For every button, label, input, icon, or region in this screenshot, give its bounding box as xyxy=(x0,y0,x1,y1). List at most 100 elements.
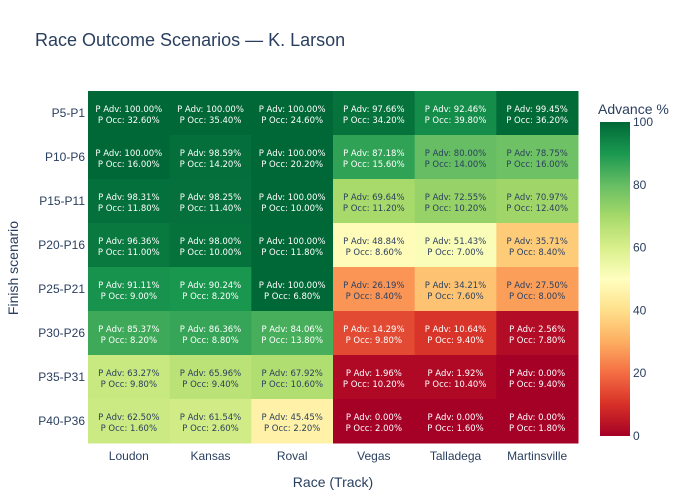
cell-label-occ: P Occ: 7.80% xyxy=(509,336,565,346)
heatmap-cell xyxy=(333,399,416,444)
cell-label-occ: P Occ: 2.60% xyxy=(182,424,238,434)
cell-label-occ: P Occ: 7.60% xyxy=(427,292,483,302)
cell-label-adv: P Adv: 86.36% xyxy=(180,325,241,335)
cell-label-occ: P Occ: 11.40% xyxy=(180,204,242,214)
cell-label-occ: P Occ: 9.40% xyxy=(509,380,565,390)
heatmap-cell xyxy=(251,223,334,268)
cell-label-adv: P Adv: 100.00% xyxy=(259,237,326,247)
cell-label-adv: P Adv: 10.64% xyxy=(425,325,486,335)
cell-label-occ: P Occ: 8.80% xyxy=(182,336,238,346)
cell-label-occ: P Occ: 9.00% xyxy=(101,292,157,302)
cell-label-adv: P Adv: 61.54% xyxy=(180,413,241,423)
cell-label-occ: P Occ: 14.20% xyxy=(180,160,242,170)
cell-label-adv: P Adv: 98.25% xyxy=(180,193,241,203)
heatmap-cell xyxy=(169,179,252,224)
cell-label-occ: P Occ: 24.60% xyxy=(261,116,323,126)
colorbar-tick-label: 60 xyxy=(633,241,647,255)
cell-label-occ: P Occ: 9.80% xyxy=(101,380,157,390)
heatmap-cell xyxy=(414,179,497,224)
cell-label-occ: P Occ: 14.00% xyxy=(425,160,487,170)
cell-label-occ: P Occ: 7.00% xyxy=(427,248,483,258)
heatmap-cell xyxy=(414,135,497,180)
heatmap-cells: P Adv: 100.00%P Occ: 32.60%P Adv: 100.00… xyxy=(88,91,579,444)
cell-label-occ: P Occ: 8.00% xyxy=(509,292,565,302)
cell-label-occ: P Occ: 1.60% xyxy=(427,424,483,434)
y-tick-label: P15-P11 xyxy=(39,194,85,208)
cell-label-adv: P Adv: 0.00% xyxy=(346,413,402,423)
heatmap-cell xyxy=(88,355,171,400)
x-tick-label: Vegas xyxy=(357,449,390,463)
cell-label-occ: P Occ: 8.20% xyxy=(101,336,157,346)
x-tick-label: Kansas xyxy=(190,449,230,463)
y-axis-title: Finish scenario xyxy=(5,221,21,315)
cell-label-occ: P Occ: 8.40% xyxy=(346,292,402,302)
chart-title: Race Outcome Scenarios — K. Larson xyxy=(35,30,345,50)
heatmap-cell xyxy=(333,223,416,268)
y-tick-label: P20-P16 xyxy=(38,238,85,252)
colorbar-tick-label: 0 xyxy=(633,429,640,443)
heatmap-cell xyxy=(251,267,334,312)
heatmap-cell xyxy=(414,399,497,444)
y-axis-ticks: P5-P1 P10-P6 P15-P11 P20-P16 P25-P21 P30-P26 P… xyxy=(38,106,85,428)
cell-label-occ: P Occ: 1.80% xyxy=(509,424,565,434)
cell-label-adv: P Adv: 92.46% xyxy=(425,105,486,115)
x-axis-title: Race (Track) xyxy=(293,474,373,490)
heatmap-cell xyxy=(251,91,334,136)
heatmap-cell xyxy=(169,355,252,400)
y-tick-label: P30-P26 xyxy=(38,326,85,340)
cell-label-occ: P Occ: 10.00% xyxy=(261,204,323,214)
cell-label-occ: P Occ: 8.60% xyxy=(346,248,402,258)
cell-label-adv: P Adv: 69.64% xyxy=(343,193,404,203)
colorbar-title: Advance % xyxy=(598,101,669,117)
cell-label-occ: P Occ: 13.80% xyxy=(261,336,323,346)
cell-label-adv: P Adv: 100.00% xyxy=(259,281,326,291)
x-axis-ticks: Loudon Kansas Roval Vegas Talladega Martinsvi… xyxy=(109,449,568,463)
heatmap-cell xyxy=(88,267,171,312)
cell-label-adv: P Adv: 26.19% xyxy=(343,281,404,291)
heatmap-cell xyxy=(496,179,579,224)
cell-label-adv: P Adv: 100.00% xyxy=(177,105,244,115)
x-tick-label: Talladega xyxy=(430,449,482,463)
cell-label-occ: P Occ: 35.40% xyxy=(180,116,242,126)
cell-label-occ: P Occ: 10.20% xyxy=(425,204,487,214)
cell-label-occ: P Occ: 11.80% xyxy=(98,204,160,214)
cell-label-adv: P Adv: 90.24% xyxy=(180,281,241,291)
cell-label-adv: P Adv: 100.00% xyxy=(95,149,162,159)
heatmap-cell xyxy=(169,91,252,136)
heatmap-cell xyxy=(496,311,579,356)
cell-label-adv: P Adv: 70.97% xyxy=(506,193,567,203)
x-tick-label: Roval xyxy=(277,449,308,463)
heatmap-cell xyxy=(496,399,579,444)
cell-label-occ: P Occ: 8.40% xyxy=(509,248,565,258)
heatmap-cell xyxy=(169,399,252,444)
cell-label-adv: P Adv: 67.92% xyxy=(261,369,322,379)
heatmap-cell xyxy=(169,223,252,268)
cell-label-adv: P Adv: 87.18% xyxy=(343,149,404,159)
colorbar-gradient xyxy=(600,122,630,436)
heatmap-cell xyxy=(251,135,334,180)
cell-label-occ: P Occ: 16.00% xyxy=(506,160,568,170)
cell-label-adv: P Adv: 0.00% xyxy=(509,413,565,423)
heatmap-cell xyxy=(333,355,416,400)
cell-label-adv: P Adv: 72.55% xyxy=(425,193,486,203)
heatmap-cell xyxy=(414,355,497,400)
cell-label-adv: P Adv: 0.00% xyxy=(427,413,483,423)
cell-label-adv: P Adv: 1.92% xyxy=(427,369,483,379)
cell-label-adv: P Adv: 98.31% xyxy=(98,193,159,203)
y-tick-label: P10-P6 xyxy=(45,150,85,164)
cell-label-adv: P Adv: 62.50% xyxy=(98,413,159,423)
cell-label-adv: P Adv: 100.00% xyxy=(95,105,162,115)
cell-label-adv: P Adv: 1.96% xyxy=(346,369,402,379)
cell-label-occ: P Occ: 10.60% xyxy=(261,380,323,390)
cell-label-adv: P Adv: 96.36% xyxy=(98,237,159,247)
heatmap-cell xyxy=(496,355,579,400)
cell-label-occ: P Occ: 9.80% xyxy=(346,336,402,346)
colorbar-tick-label: 20 xyxy=(633,366,647,380)
cell-label-adv: P Adv: 48.84% xyxy=(343,237,404,247)
cell-label-adv: P Adv: 100.00% xyxy=(259,193,326,203)
heatmap-cell xyxy=(414,91,497,136)
cell-label-occ: P Occ: 39.80% xyxy=(425,116,487,126)
heatmap-cell xyxy=(251,355,334,400)
cell-label-occ: P Occ: 6.80% xyxy=(264,292,320,302)
